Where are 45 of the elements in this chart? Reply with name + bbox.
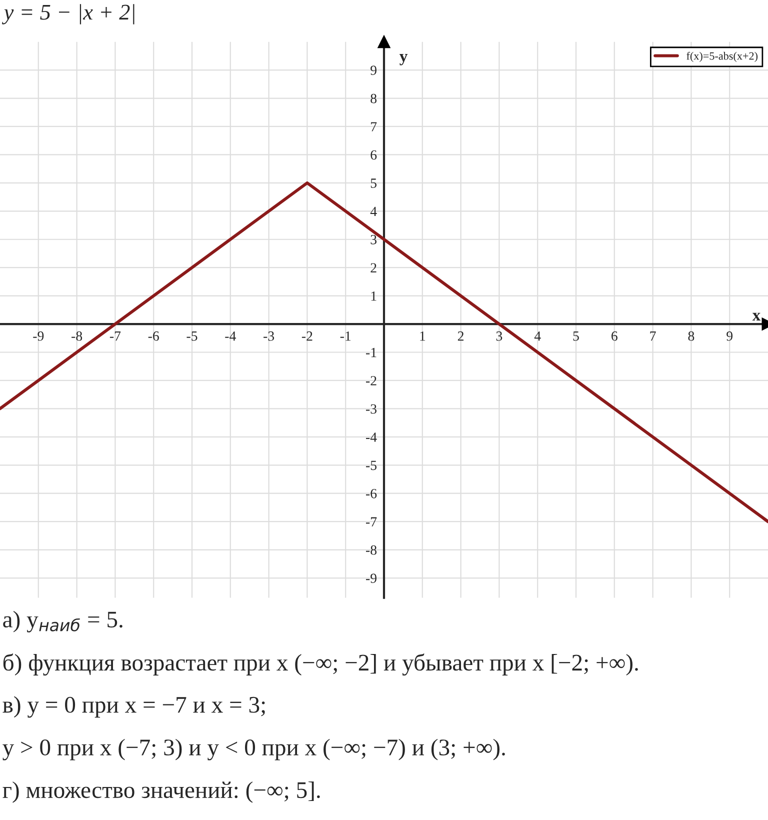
y-tick-label: -7 xyxy=(366,517,377,526)
y-tick-label: 1 xyxy=(371,291,376,301)
x-tick-label: 1 xyxy=(420,331,426,341)
y-tick-label: -2 xyxy=(366,376,376,386)
y-tick-label: 7 xyxy=(371,122,377,132)
x-tick-label: -6 xyxy=(148,331,159,341)
x-tick-label: -1 xyxy=(340,331,351,341)
x-tick-label: -8 xyxy=(72,331,82,341)
y-tick-label: -4 xyxy=(366,432,377,442)
y-axis-title: y xyxy=(400,54,408,66)
y-tick-label: 9 xyxy=(370,66,376,75)
legend-label: f(x)=5-abs(x+2) xyxy=(686,52,758,62)
y-tick-label: 5 xyxy=(370,178,377,188)
text: а) y$_{наиб}$ = 5. xyxy=(3,610,122,632)
y-tick-label: 8 xyxy=(370,94,377,104)
x-tick-label: 5 xyxy=(573,332,579,341)
x-tick-label: -7 xyxy=(110,332,121,341)
y-tick-label: 6 xyxy=(370,150,377,160)
y-tick-label: -5 xyxy=(366,460,377,470)
x-tick-label: -4 xyxy=(225,331,236,341)
chart-title: y = 5 − |x + 2| xyxy=(2,4,134,24)
x-tick-label: -5 xyxy=(186,332,198,341)
text: в) y = 0 при x = −7 и x = 3; xyxy=(2,696,265,718)
x-tick-label: -9 xyxy=(33,331,44,341)
y-tick-label: -6 xyxy=(366,488,377,498)
x-tick-label: -2 xyxy=(302,331,312,341)
y-tick-label: -3 xyxy=(366,404,377,414)
y-tick-label: 3 xyxy=(370,234,377,244)
text: б) функция возрастает при x (−∞; −2] и убывает при x [−2; +∞). xyxy=(3,654,638,676)
y-tick-label: -8 xyxy=(366,545,377,555)
y-tick-label: -9 xyxy=(366,574,376,583)
y-tick-label: 2 xyxy=(370,263,376,272)
text: г) множество значений: (−∞; 5]. xyxy=(2,781,320,803)
x-tick-label: 8 xyxy=(688,331,694,341)
y-tick-label: -1 xyxy=(366,348,376,358)
y-tick-label: 4 xyxy=(370,206,377,216)
x-tick-label: 4 xyxy=(534,331,541,341)
x-tick-label: 3 xyxy=(496,331,502,341)
x-tick-label: 9 xyxy=(726,331,733,341)
text: y > 0 при x (−7; 3) и y < 0 при x (−∞; −7) и (3; +∞). xyxy=(2,738,505,760)
x-tick-label: 7 xyxy=(650,332,656,341)
x-tick-label: 6 xyxy=(612,331,618,341)
x-axis-title: x xyxy=(752,312,761,320)
x-tick-label: 2 xyxy=(458,331,464,341)
x-tick-label: -3 xyxy=(264,331,274,341)
